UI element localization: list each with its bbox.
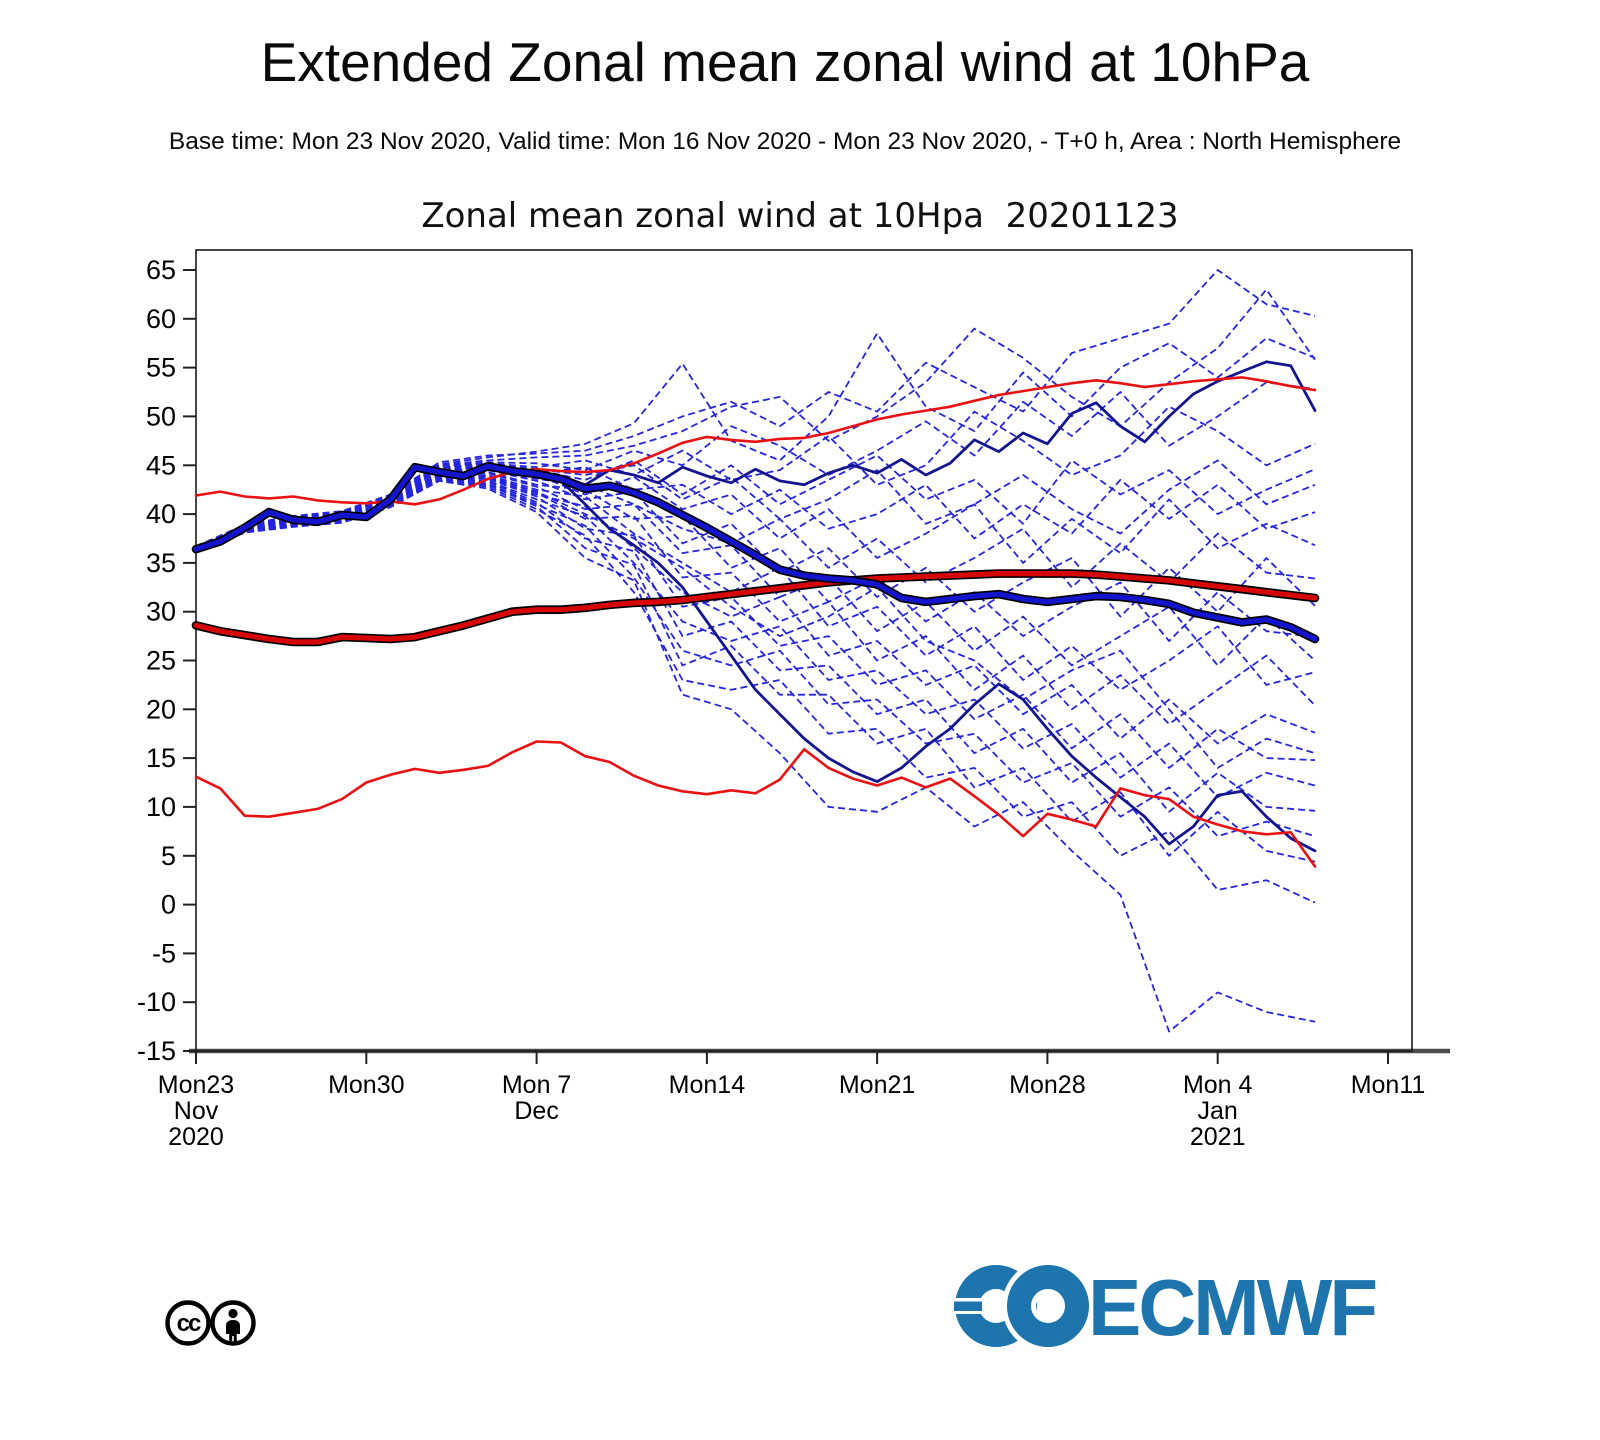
x-tick-sublabel: Jan — [1198, 1097, 1238, 1125]
y-tick-label: 10 — [146, 792, 176, 822]
attribution-person-icon — [210, 1300, 256, 1346]
chart-plot: -15 -10 -5 0 5 10 15 20 25 30 35 40 45 50 55 60 65 Mon23N… — [137, 249, 1450, 1151]
page-title: Extended Zonal mean zonal wind at 10hPa — [260, 31, 1310, 93]
ensemble-member-20 — [195, 477, 1316, 813]
y-tick-label: 25 — [146, 646, 176, 676]
ensemble-member-4 — [195, 381, 1316, 550]
x-tick-label: Mon 4 — [1183, 1071, 1253, 1099]
y-tick-label: 30 — [146, 597, 176, 627]
ensemble-member-3 — [195, 288, 1316, 549]
ensemble-member-2 — [195, 332, 1316, 549]
y-tick-label: -10 — [137, 987, 176, 1017]
cc-license-badge: cc — [165, 1300, 256, 1346]
cc-icon: cc — [165, 1300, 211, 1346]
x-tick-label: Mon30 — [328, 1071, 404, 1099]
ensemble-member-24 — [195, 480, 1316, 1033]
ecmwf-logo: ECMWF — [952, 1260, 1378, 1352]
x-tick-label: Mon 7 — [502, 1071, 571, 1099]
series-climate-min — [194, 740, 1317, 868]
y-tick-label: 20 — [146, 694, 176, 724]
x-tick-label: Mon21 — [839, 1071, 915, 1099]
ensemble-member-10 — [195, 468, 1316, 589]
ensemble-member-1 — [195, 269, 1316, 548]
y-tick-label: 45 — [146, 450, 176, 480]
chart-title: Zonal mean zonal wind at 10Hpa 20201123 — [421, 196, 1179, 236]
ensemble-member-6 — [195, 459, 1316, 550]
y-tick-label: 0 — [161, 890, 176, 920]
y-tick-label: 65 — [146, 255, 176, 285]
ecmwf-logo-text: ECMWF — [1088, 1263, 1375, 1352]
y-tick-label: 40 — [146, 499, 176, 529]
ensemble-member-5 — [195, 405, 1316, 550]
y-tick-label: 60 — [146, 304, 176, 334]
y-tick-label: 35 — [146, 548, 176, 578]
ensemble-member-8 — [195, 465, 1316, 551]
x-tick-label: Mon14 — [669, 1071, 746, 1099]
cc-icon-label: cc — [177, 1310, 201, 1337]
x-tick-label: Mon28 — [1009, 1071, 1085, 1099]
x-tick-label: Mon11 — [1351, 1071, 1426, 1099]
x-tick-sublabel: Dec — [514, 1097, 558, 1125]
y-tick-label: 55 — [146, 353, 176, 383]
y-tick-label: -5 — [152, 938, 176, 968]
series-climate-mean — [193, 571, 1318, 645]
x-tick-label: Mon23 — [158, 1071, 234, 1099]
series-ensemble-mean — [193, 463, 1318, 642]
x-tick-sublabel: 2020 — [168, 1123, 224, 1151]
page-subtitle: Base time: Mon 23 Nov 2020, Valid time: … — [168, 128, 1402, 155]
series-climate-mean-outline — [191, 569, 1320, 647]
y-tick-label: 15 — [146, 743, 176, 773]
x-tick-sublabel: Nov — [174, 1097, 219, 1125]
y-tick-label: -15 — [137, 1036, 176, 1066]
ecmwf-logo-mark — [952, 1260, 1094, 1352]
ensemble-member-22 — [195, 479, 1316, 863]
x-tick-sublabel: 2021 — [1190, 1123, 1246, 1151]
y-tick-label: 50 — [146, 401, 176, 431]
y-tick-label: 5 — [161, 841, 176, 871]
plot-border — [195, 249, 1413, 1052]
